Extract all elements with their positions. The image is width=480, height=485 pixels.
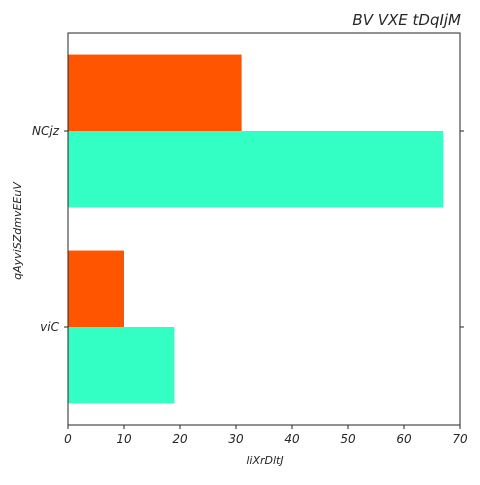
x-tick-label-20: 20 bbox=[172, 432, 188, 446]
y-tick-label-NCjz: NCjz bbox=[32, 124, 60, 138]
x-tick-label-70: 70 bbox=[452, 432, 468, 446]
x-tick-label-60: 60 bbox=[396, 432, 412, 446]
y-axis-label: qAyviSZdmvEEuV bbox=[11, 181, 24, 280]
bar-viC-series-1 bbox=[68, 250, 124, 327]
bar-viC-series-2 bbox=[68, 327, 175, 404]
x-tick-label-50: 50 bbox=[340, 432, 356, 446]
plot-frame bbox=[67, 32, 461, 426]
chart-title: BV VXE tDqIjM bbox=[352, 11, 461, 29]
y-tick-label-viC: viC bbox=[40, 320, 59, 334]
ticks-group: NCjz viC 0 10 20 30 40 50 60 70 bbox=[32, 124, 468, 446]
x-tick-label-40: 40 bbox=[284, 432, 300, 446]
x-tick-label-10: 10 bbox=[116, 432, 132, 446]
bar-NCjz-series-2 bbox=[68, 131, 444, 208]
x-tick-label-0: 0 bbox=[64, 432, 72, 446]
x-tick-label-30: 30 bbox=[228, 432, 244, 446]
x-axis-label: liXrDltJ bbox=[246, 454, 283, 467]
bars-group bbox=[68, 54, 444, 404]
bar-NCjz-series-1 bbox=[68, 54, 242, 132]
